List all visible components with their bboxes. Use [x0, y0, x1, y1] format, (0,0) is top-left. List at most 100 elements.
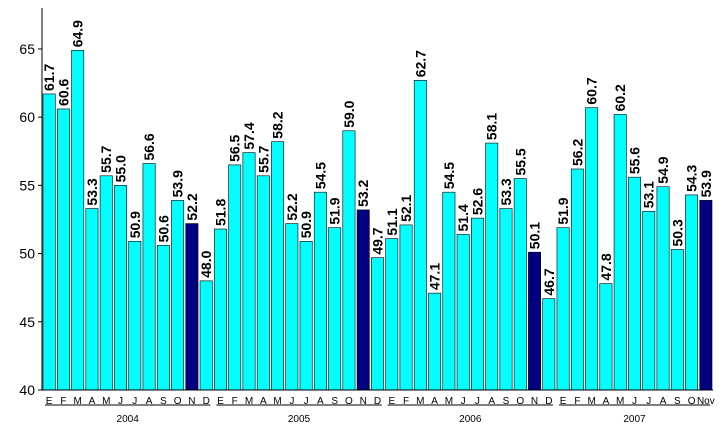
x-tick-label: J: [118, 396, 123, 407]
bar: [71, 49, 85, 391]
x-tick-label: A: [431, 396, 438, 407]
bar: [142, 163, 156, 391]
data-label: 56.6: [141, 133, 157, 160]
x-tick-label: J: [304, 396, 309, 407]
x-tick-label: D: [545, 396, 552, 407]
bar: [513, 178, 527, 391]
data-label: 55.7: [255, 145, 271, 172]
data-label: 53.9: [170, 170, 186, 197]
x-tick-label: A: [488, 396, 495, 407]
bar: [214, 228, 227, 391]
data-label: 64.9: [70, 20, 86, 47]
bar: [642, 210, 656, 391]
x-tick-label: A: [660, 396, 667, 407]
data-label: 55.5: [512, 148, 528, 175]
data-label: 57.4: [241, 122, 257, 149]
x-tick-label: M: [587, 396, 595, 407]
data-label: 52.1: [398, 194, 414, 221]
year-label: 2007: [623, 414, 646, 425]
data-label: 48.0: [198, 250, 214, 277]
bar: [328, 227, 342, 391]
data-label: 51.4: [455, 204, 471, 231]
data-label: 47.1: [427, 263, 443, 290]
x-tick-label: N: [531, 396, 538, 407]
x-tick-label: J: [461, 396, 466, 407]
data-label: 52.6: [469, 188, 485, 215]
x-tick-label: A: [603, 396, 610, 407]
x-tick-label: N: [360, 396, 367, 407]
data-label: 60.6: [55, 78, 71, 105]
bar: [371, 257, 384, 391]
bar: [670, 249, 684, 391]
bar: [271, 141, 285, 391]
x-tick-label: O: [345, 396, 353, 407]
bar: [228, 164, 242, 391]
data-label: 53.3: [84, 178, 100, 205]
y-axis: 40 45 50 55 60 65: [19, 8, 43, 398]
bar: [628, 176, 641, 391]
bar: [442, 191, 456, 391]
x-tick-label: J: [132, 396, 137, 407]
data-label: 58.2: [270, 111, 286, 138]
x-tick-label: J: [632, 396, 637, 407]
data-label: 54.5: [312, 162, 328, 189]
bar: [285, 223, 299, 391]
year-label: 2004: [117, 414, 140, 425]
data-label: 51.9: [555, 197, 571, 224]
x-tick-label: J: [475, 396, 480, 407]
bar: [656, 186, 670, 391]
data-label: 52.2: [184, 193, 200, 220]
bar: [185, 223, 199, 391]
x-tick-label: S: [331, 396, 338, 407]
x-tick-label: M: [245, 396, 253, 407]
bar: [556, 227, 570, 391]
year-label: 2006: [459, 414, 482, 425]
bars: [42, 49, 713, 391]
x-tick-label: S: [160, 396, 167, 407]
bar: [356, 209, 370, 391]
bar: [399, 224, 413, 391]
bar: [99, 175, 113, 391]
data-label: 54.9: [655, 156, 671, 183]
data-label: 50.6: [155, 215, 171, 242]
data-label: 56.2: [569, 139, 585, 166]
data-label: 55.6: [626, 147, 642, 174]
bar: [599, 283, 613, 391]
data-label: 55.0: [113, 155, 129, 182]
bar: [685, 194, 699, 391]
x-tick-label: D: [374, 396, 381, 407]
data-label: 53.1: [641, 181, 657, 208]
data-label: 53.3: [498, 178, 514, 205]
bar: [85, 208, 99, 391]
bar: [470, 217, 484, 391]
x-tick-label: F: [574, 396, 580, 407]
x-tick-label: A: [89, 396, 96, 407]
data-label: 50.1: [527, 222, 543, 249]
bar: [156, 245, 170, 391]
x-tick-label: E: [388, 396, 395, 407]
data-label: 53.9: [698, 170, 714, 197]
data-label: 51.8: [212, 199, 228, 226]
x-tick-label: O: [688, 396, 696, 407]
bar: [585, 107, 599, 391]
x-tick-label: D: [203, 396, 210, 407]
x-tick-label: A: [260, 396, 267, 407]
y-tick-label: 65: [19, 41, 35, 57]
bar: [528, 251, 541, 391]
x-tick-label: Nov: [697, 396, 715, 407]
x-tick-label: A: [317, 396, 324, 407]
x-tick-label: O: [174, 396, 182, 407]
x-tick-label: F: [403, 396, 409, 407]
data-label: 51.9: [327, 197, 343, 224]
y-tick-label: 50: [19, 246, 35, 262]
x-tick-label: M: [416, 396, 424, 407]
x-tick-label: N: [188, 396, 195, 407]
x-tick-label: J: [646, 396, 651, 407]
x-tick-label: M: [102, 396, 110, 407]
x-tick-label: M: [74, 396, 82, 407]
bar: [199, 280, 213, 391]
data-label: 53.2: [355, 179, 371, 206]
data-label: 60.2: [612, 84, 628, 111]
bar: [485, 142, 499, 391]
